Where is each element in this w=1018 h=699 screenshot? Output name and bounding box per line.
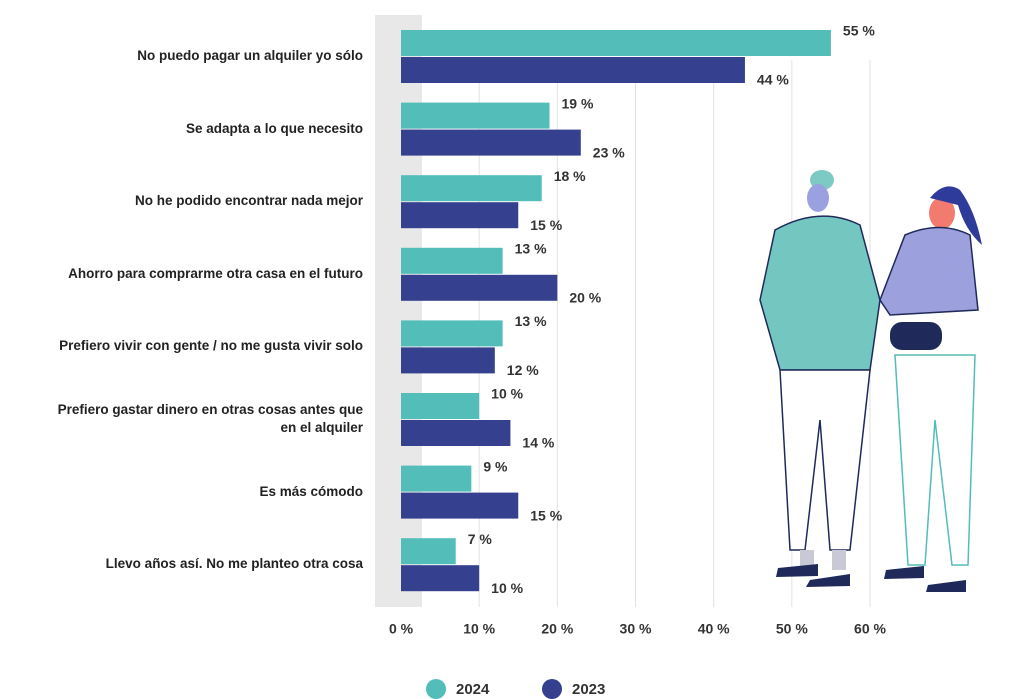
bar	[401, 320, 503, 346]
value-label: 20 %	[569, 290, 601, 306]
chart: 55 % 44 % 19 % 23 % 18 % 15 % 13 % 20 % 13 % 12 %…	[0, 0, 1018, 699]
value-label: 15 %	[530, 507, 562, 523]
x-axis: 0 % 10 % 20 % 30 % 40 % 50 % 60 %	[389, 621, 887, 637]
bar	[401, 248, 503, 274]
value-label: 19 %	[562, 95, 594, 111]
x-tick-label: 0 %	[389, 621, 414, 637]
value-label: 13 %	[515, 241, 547, 257]
legend-label: 2023	[572, 681, 605, 698]
bar	[401, 202, 518, 228]
category-label: Llevo años así. No me planteo otra cosa	[106, 555, 363, 573]
value-label: 9 %	[483, 458, 508, 474]
bar	[401, 393, 479, 419]
x-tick-label: 30 %	[620, 621, 652, 637]
x-tick-label: 10 %	[463, 621, 495, 637]
legend-label: 2024	[456, 681, 490, 698]
x-tick-label: 20 %	[541, 621, 573, 637]
bar	[401, 30, 831, 56]
category-label: Se adapta a lo que necesito	[186, 120, 363, 138]
bar	[401, 347, 495, 373]
value-label: 23 %	[593, 144, 625, 160]
legend: 2024 2023	[426, 679, 605, 699]
value-label: 7 %	[468, 531, 493, 547]
bar	[401, 103, 550, 129]
category-label: Prefiero vivir con gente / no me gusta v…	[59, 337, 363, 355]
bar	[401, 493, 518, 519]
bar	[401, 420, 510, 446]
x-tick-label: 60 %	[854, 621, 886, 637]
legend-swatch	[426, 679, 446, 699]
category-label: Es más cómodo	[259, 483, 363, 501]
category-label: Prefiero gastar dinero en otras cosas an…	[58, 401, 363, 437]
bar	[401, 130, 581, 156]
bar	[401, 565, 479, 591]
value-label: 13 %	[515, 313, 547, 329]
category-label: Ahorro para comprarme otra casa en el fu…	[68, 265, 363, 283]
bar	[401, 538, 456, 564]
value-label: 10 %	[491, 386, 523, 402]
illustration	[760, 170, 982, 592]
bar	[401, 175, 542, 201]
value-label: 18 %	[554, 168, 586, 184]
category-label: No he podido encontrar nada mejor	[135, 192, 363, 210]
x-tick-label: 40 %	[698, 621, 730, 637]
bar	[401, 275, 557, 301]
value-label: 15 %	[530, 217, 562, 233]
bar	[401, 57, 745, 83]
category-label: No puedo pagar un alquiler yo sólo	[137, 47, 363, 65]
x-tick-label: 50 %	[776, 621, 808, 637]
value-label: 44 %	[757, 72, 789, 88]
value-label: 14 %	[522, 435, 554, 451]
value-label: 12 %	[507, 362, 539, 378]
value-label: 55 %	[843, 23, 875, 39]
value-label: 10 %	[491, 580, 523, 596]
bar	[401, 466, 471, 492]
legend-swatch	[542, 679, 562, 699]
